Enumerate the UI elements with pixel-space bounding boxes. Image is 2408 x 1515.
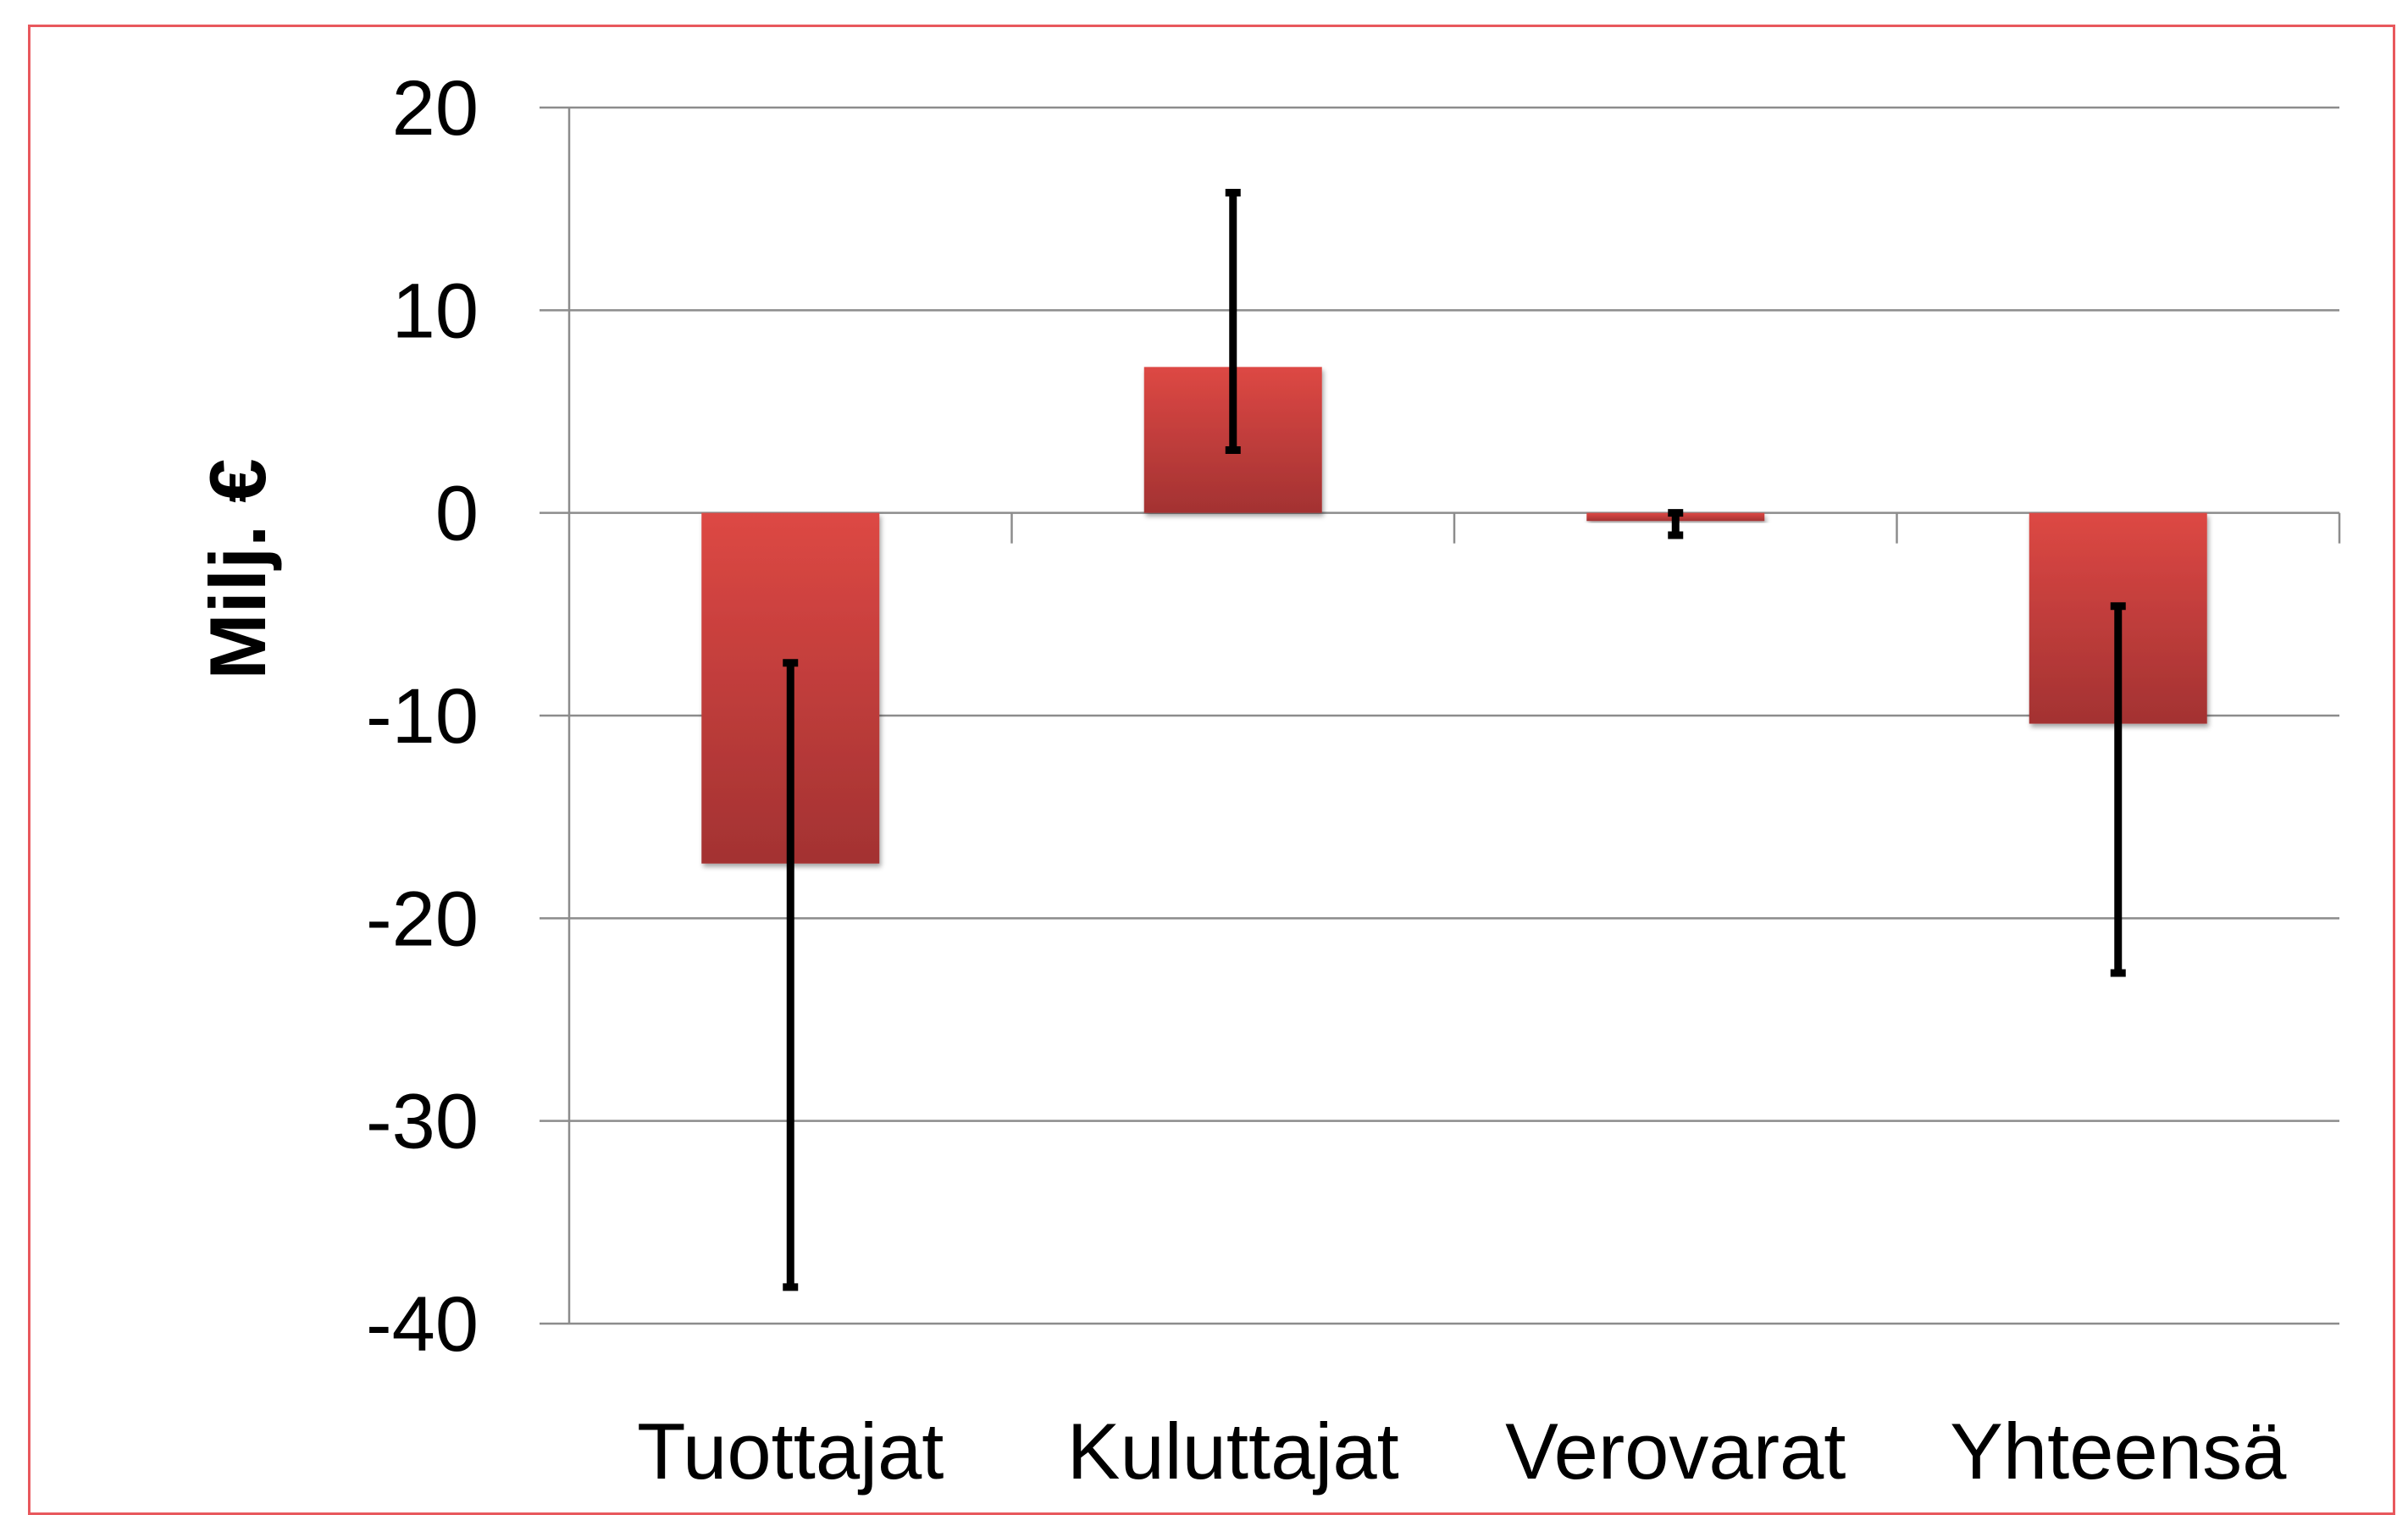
- error-bars: [783, 189, 2126, 1291]
- y-tick-label-3: -10: [366, 673, 479, 760]
- y-tick-label-0: 20: [392, 65, 479, 152]
- y-tick-label-6: -40: [366, 1281, 479, 1368]
- chart-frame: [28, 25, 2395, 1515]
- y-tick-label-1: 10: [392, 268, 479, 354]
- y-tick-label-4: -20: [366, 876, 479, 962]
- y-axis-title: Milj. €: [193, 458, 282, 679]
- bars: [701, 367, 2207, 864]
- gridlines: [540, 106, 2339, 1325]
- y-tick-labels: 20 10 0 -10 -20 -30 -40: [366, 65, 479, 1368]
- y-tick-label-2: 0: [435, 471, 479, 557]
- axes: [567, 108, 2341, 1324]
- x-tick-label-verovarat: Verovarat: [1505, 1407, 1846, 1496]
- y-tick-label-5: -30: [366, 1079, 479, 1165]
- x-tick-labels: Tuottajat Kuluttajat Verovarat Yhteensä: [637, 1407, 2287, 1496]
- x-tick-label-kuluttajat: Kuluttajat: [1067, 1407, 1399, 1496]
- x-tick-label-tuottajat: Tuottajat: [637, 1407, 944, 1496]
- x-tick-label-yhteensä: Yhteensä: [1950, 1407, 2287, 1496]
